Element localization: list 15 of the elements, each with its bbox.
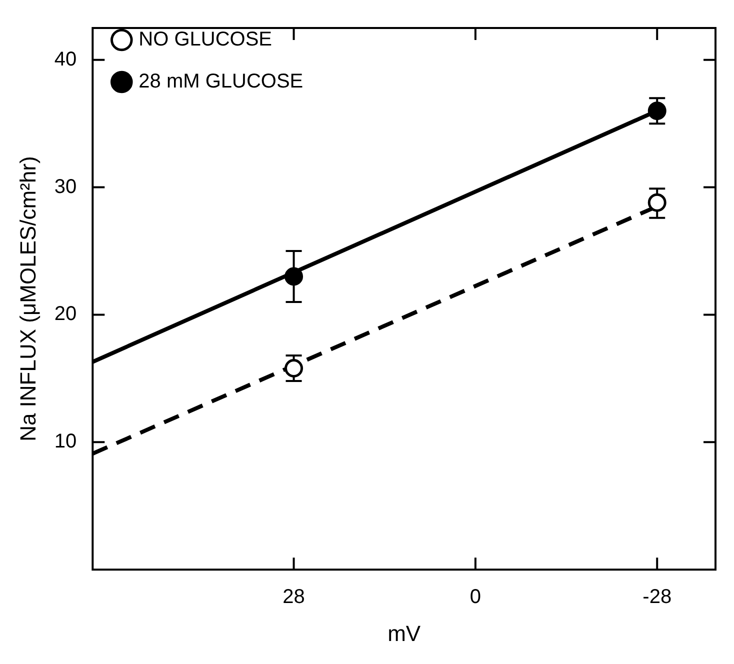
x-tick-label: -28 xyxy=(642,586,672,608)
y-tick-label: 40 xyxy=(54,48,77,70)
point xyxy=(284,267,304,286)
y-tick-label: 20 xyxy=(54,303,77,326)
y-tick-label: 10 xyxy=(54,430,77,453)
point xyxy=(648,193,666,212)
y-tick-label: 30 xyxy=(54,176,77,198)
x-tick-label: 0 xyxy=(470,586,482,608)
x-tick-label: 28 xyxy=(282,586,305,608)
point xyxy=(284,359,304,378)
legend-label: 28 mM GLUCOSE xyxy=(138,70,304,93)
legend-label: NO GLUCOSE xyxy=(138,28,272,51)
x-axis-title: mV xyxy=(388,620,421,646)
y-axis-title: Na INFLUX (μMOLES/cm²hr) xyxy=(15,156,40,442)
point xyxy=(648,102,666,120)
